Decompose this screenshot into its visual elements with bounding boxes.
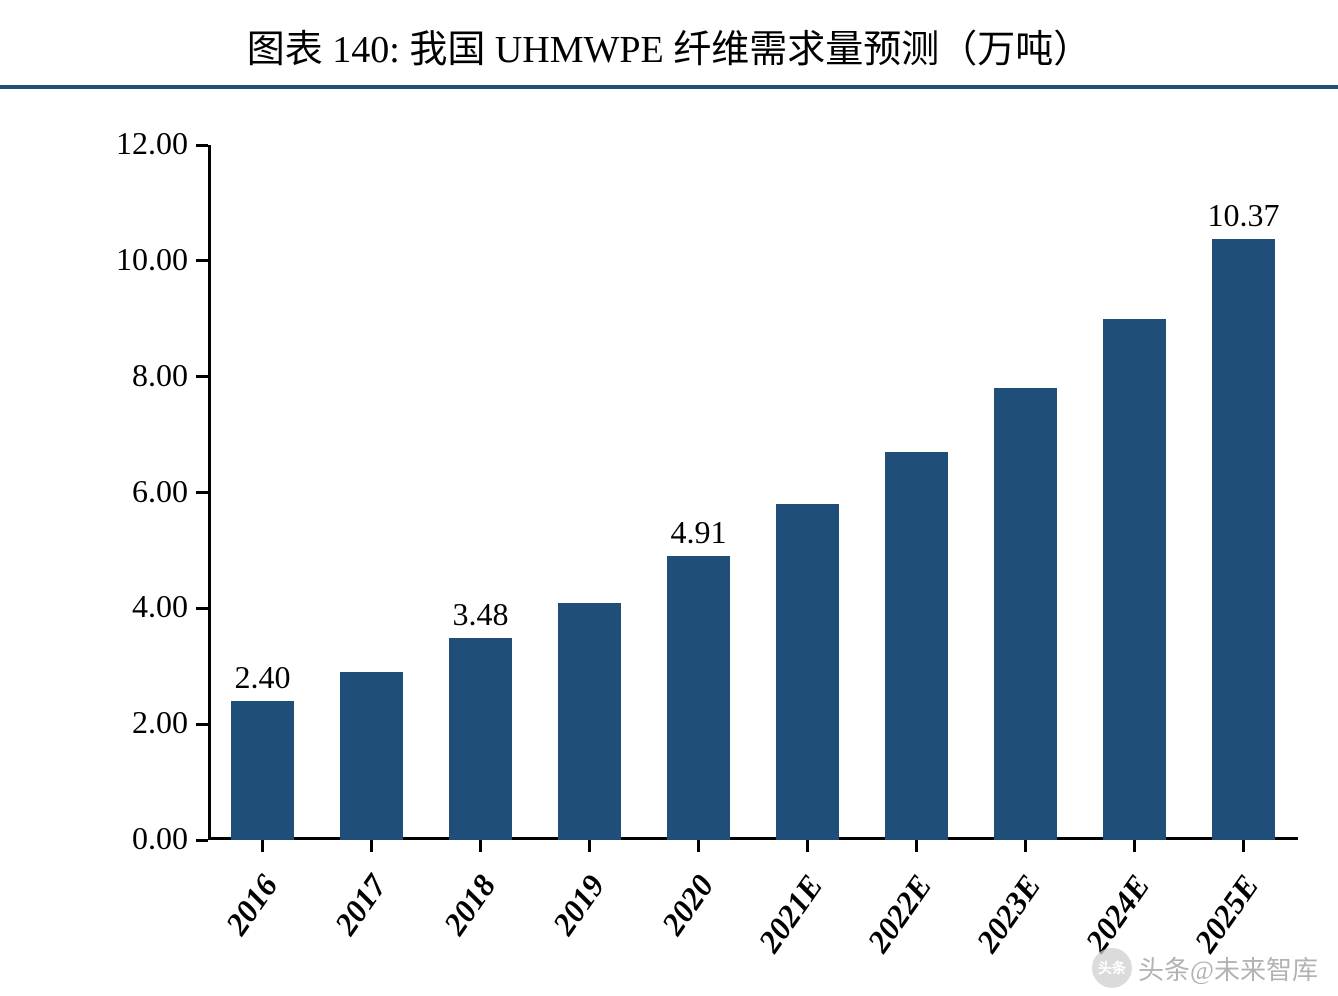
- x-tick-label: 2022E: [860, 868, 939, 959]
- y-tick: [196, 491, 208, 494]
- bar: [558, 603, 621, 840]
- y-tick: [196, 839, 208, 842]
- bar: [231, 701, 294, 840]
- y-tick: [196, 144, 208, 147]
- y-tick-label: 6.00: [68, 473, 188, 510]
- x-tick: [1024, 840, 1027, 852]
- x-tick-label: 2025E: [1187, 868, 1266, 959]
- y-tick-label: 12.00: [68, 125, 188, 162]
- y-tick: [196, 723, 208, 726]
- x-tick-label: 2018: [436, 868, 503, 942]
- bar: [994, 388, 1057, 840]
- x-tick: [370, 840, 373, 852]
- bar: [667, 556, 730, 840]
- bar-value-label: 2.40: [197, 659, 328, 696]
- watermark-text: 头条@未来智库: [1138, 950, 1318, 987]
- x-tick: [697, 840, 700, 852]
- x-tick-label: 2016: [218, 868, 285, 942]
- y-tick-label: 2.00: [68, 704, 188, 741]
- bar: [449, 638, 512, 840]
- bar-value-label: 4.91: [633, 514, 764, 551]
- y-tick-label: 10.00: [68, 241, 188, 278]
- x-tick: [261, 840, 264, 852]
- y-tick-label: 8.00: [68, 357, 188, 394]
- y-axis: [208, 145, 211, 840]
- bar-value-label: 3.48: [415, 596, 546, 633]
- bar: [776, 504, 839, 840]
- x-tick: [479, 840, 482, 852]
- y-tick: [196, 607, 208, 610]
- title-bar: 图表 140: 我国 UHMWPE 纤维需求量预测（万吨）: [0, 0, 1338, 89]
- bar: [1212, 239, 1275, 840]
- bar: [340, 672, 403, 840]
- x-tick-label: 2020: [654, 868, 721, 942]
- y-tick: [196, 375, 208, 378]
- x-tick: [806, 840, 809, 852]
- bar-chart: 0.002.004.006.008.0010.0012.0020162.4020…: [208, 145, 1298, 840]
- x-tick-label: 2017: [327, 868, 394, 942]
- x-tick: [1133, 840, 1136, 852]
- x-tick-label: 2021E: [751, 868, 830, 959]
- chart-title: 图表 140: 我国 UHMWPE 纤维需求量预测（万吨）: [247, 18, 1091, 73]
- x-tick-label: 2023E: [969, 868, 1048, 959]
- bar-value-label: 10.37: [1178, 197, 1309, 234]
- y-tick-label: 0.00: [68, 820, 188, 857]
- source-icon: 头条: [1092, 948, 1132, 988]
- y-tick-label: 4.00: [68, 588, 188, 625]
- bar: [1103, 319, 1166, 840]
- x-tick-label: 2019: [545, 868, 612, 942]
- x-tick: [588, 840, 591, 852]
- x-tick-label: 2024E: [1078, 868, 1157, 959]
- bar: [885, 452, 948, 840]
- watermark: 头条 头条@未来智库: [1092, 948, 1318, 988]
- x-tick: [915, 840, 918, 852]
- y-tick: [196, 259, 208, 262]
- x-tick: [1242, 840, 1245, 852]
